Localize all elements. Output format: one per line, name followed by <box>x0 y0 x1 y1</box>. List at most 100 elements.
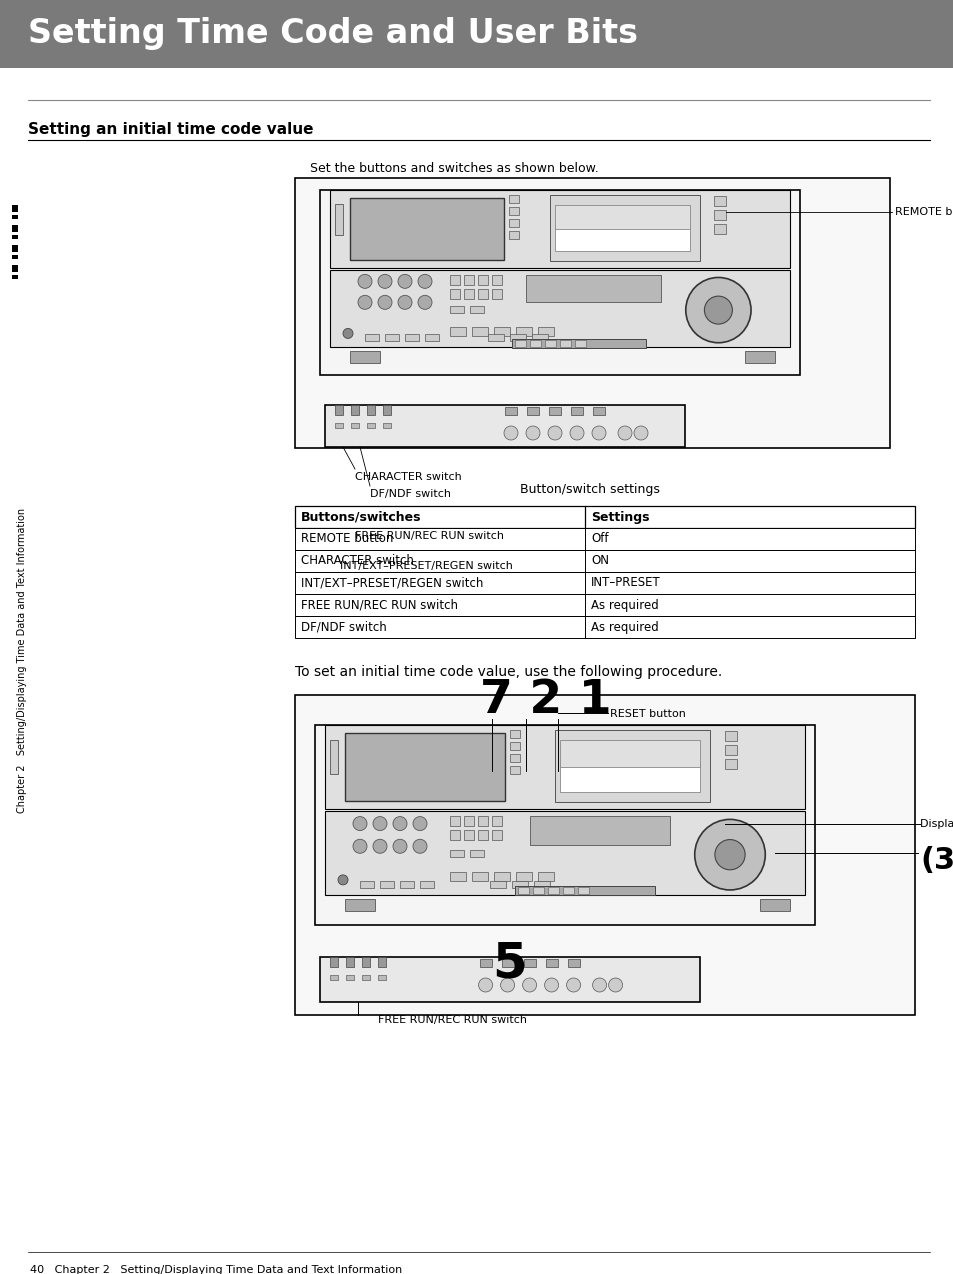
Bar <box>471 326 487 335</box>
Text: (3),4: (3),4 <box>919 846 953 875</box>
Text: FREE RUN/REC RUN switch: FREE RUN/REC RUN switch <box>301 599 457 612</box>
Bar <box>744 352 774 363</box>
Bar <box>346 957 354 967</box>
Bar <box>510 741 519 750</box>
Bar <box>593 406 604 415</box>
Bar <box>12 255 18 259</box>
Bar <box>325 405 684 447</box>
Bar <box>463 289 473 298</box>
Bar <box>294 696 914 1015</box>
Bar <box>470 850 483 857</box>
Bar <box>450 829 459 840</box>
Bar <box>537 326 553 335</box>
Text: As required: As required <box>590 620 659 633</box>
Text: CHARACTER switch: CHARACTER switch <box>355 471 461 482</box>
Circle shape <box>377 296 392 310</box>
Circle shape <box>522 978 536 992</box>
Circle shape <box>393 817 407 831</box>
Bar <box>555 205 689 229</box>
Bar <box>724 731 737 741</box>
Bar <box>12 234 18 240</box>
Bar <box>559 763 700 792</box>
Bar <box>545 959 557 967</box>
Bar <box>567 959 579 967</box>
Circle shape <box>694 819 764 891</box>
Bar <box>449 289 459 298</box>
Text: 5: 5 <box>492 940 527 989</box>
Bar <box>12 245 18 252</box>
Bar <box>526 275 660 302</box>
Bar <box>359 880 374 888</box>
Bar <box>367 423 375 428</box>
Bar <box>325 812 804 896</box>
Bar <box>477 817 488 826</box>
Bar <box>472 873 488 882</box>
Text: RESET button: RESET button <box>609 710 685 719</box>
Bar <box>508 206 518 215</box>
Circle shape <box>714 840 744 870</box>
Bar <box>562 887 574 894</box>
Bar <box>12 225 18 232</box>
Bar <box>385 334 398 341</box>
Circle shape <box>353 817 367 831</box>
Bar <box>463 829 474 840</box>
Bar <box>516 873 532 882</box>
Text: 40   Chapter 2   Setting/Displaying Time Data and Text Information: 40 Chapter 2 Setting/Displaying Time Dat… <box>30 1265 402 1274</box>
Bar <box>477 289 487 298</box>
Circle shape <box>592 978 606 992</box>
Bar <box>449 306 463 312</box>
Bar <box>713 196 725 206</box>
Bar <box>713 224 725 234</box>
Bar <box>319 957 700 1001</box>
Bar <box>555 224 689 251</box>
Bar <box>12 275 18 279</box>
Bar <box>463 817 474 826</box>
Circle shape <box>413 840 427 854</box>
Bar <box>501 959 513 967</box>
Bar <box>330 957 337 967</box>
Bar <box>377 957 386 967</box>
Bar <box>450 873 465 882</box>
Text: INT–PRESET: INT–PRESET <box>590 577 660 590</box>
Circle shape <box>397 274 412 288</box>
Bar <box>382 405 391 415</box>
Text: To set an initial time code value, use the following procedure.: To set an initial time code value, use t… <box>294 665 721 679</box>
Bar <box>477 829 488 840</box>
Bar <box>477 275 487 284</box>
Bar <box>319 190 800 375</box>
Circle shape <box>566 978 580 992</box>
Circle shape <box>397 296 412 310</box>
Text: Setting Time Code and User Bits: Setting Time Code and User Bits <box>28 18 638 51</box>
Circle shape <box>547 426 561 440</box>
Bar <box>12 215 18 219</box>
Text: INT/EXT–PRESET/REGEN switch: INT/EXT–PRESET/REGEN switch <box>339 561 513 571</box>
Bar <box>508 195 518 203</box>
Bar <box>449 275 459 284</box>
Bar <box>335 423 343 428</box>
Bar <box>534 880 550 888</box>
Circle shape <box>503 426 517 440</box>
Bar <box>399 880 414 888</box>
Bar <box>330 975 337 980</box>
Text: FREE RUN/REC RUN switch: FREE RUN/REC RUN switch <box>378 1015 527 1026</box>
Text: REMOTE button: REMOTE button <box>301 533 393 545</box>
Circle shape <box>393 840 407 854</box>
Bar <box>294 527 914 550</box>
Circle shape <box>608 978 622 992</box>
Circle shape <box>569 426 583 440</box>
Bar <box>330 270 789 348</box>
Text: ON: ON <box>590 554 608 567</box>
Bar <box>350 197 503 260</box>
Bar <box>724 759 737 769</box>
Bar <box>578 887 588 894</box>
Bar <box>760 899 789 911</box>
Bar <box>494 873 510 882</box>
Bar <box>379 880 394 888</box>
Bar <box>351 405 358 415</box>
Bar <box>294 178 889 448</box>
Bar <box>382 423 391 428</box>
Bar <box>544 340 556 347</box>
Text: As required: As required <box>590 599 659 612</box>
Bar <box>713 210 725 220</box>
Bar <box>523 959 535 967</box>
